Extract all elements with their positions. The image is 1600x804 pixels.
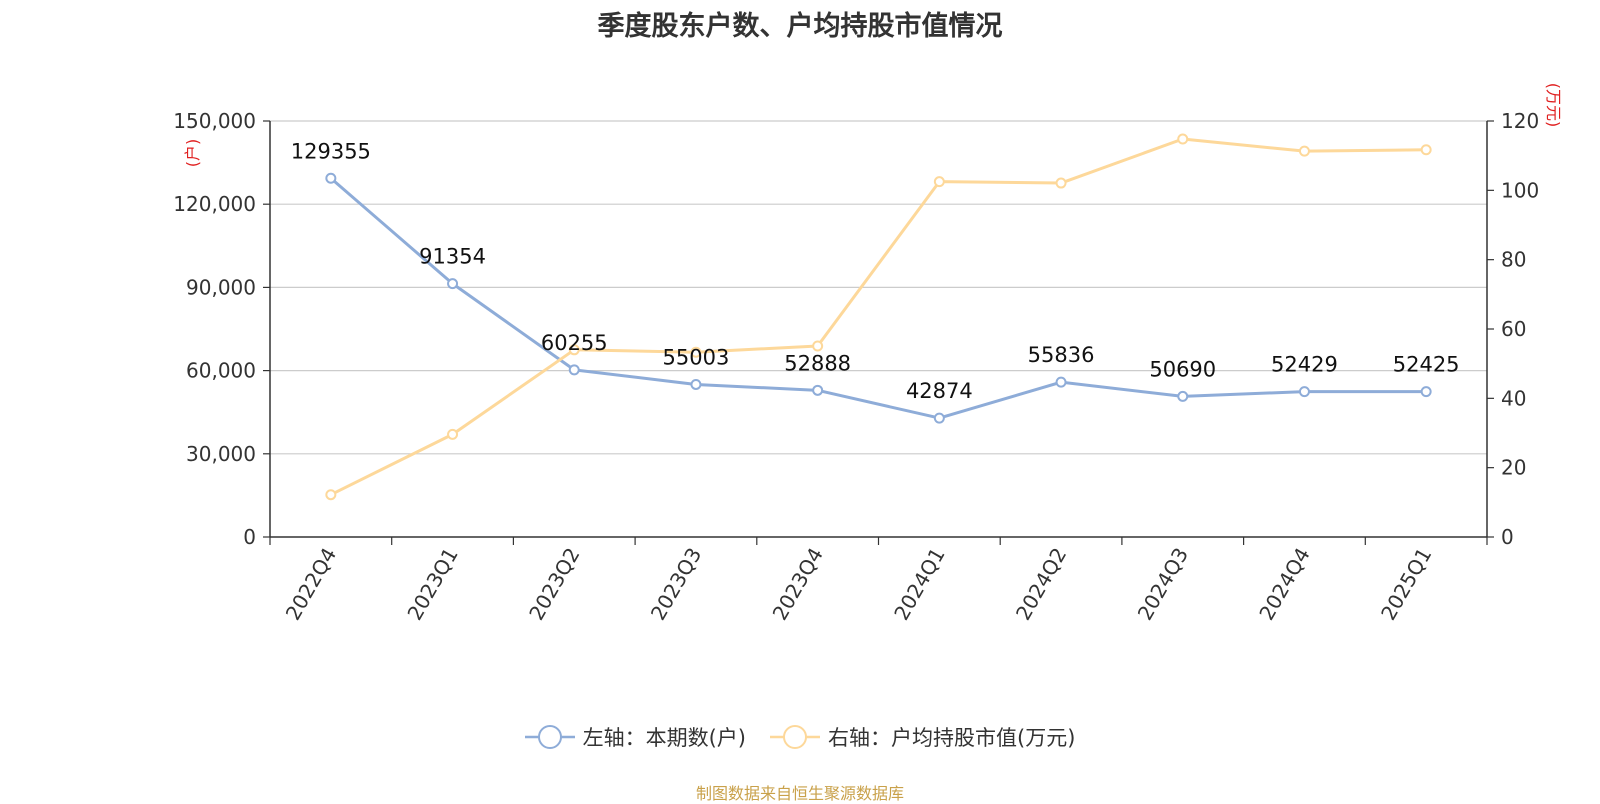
left-series-point	[933, 412, 945, 424]
left-axis-tick-label: 30,000	[186, 442, 256, 466]
left-series-point	[447, 278, 459, 290]
series-lines	[325, 133, 1432, 501]
data-label: 52425	[1393, 353, 1460, 377]
chart-title: 季度股东户数、户均持股市值情况	[597, 11, 1003, 42]
legend: 左轴：本期数(户) 右轴：户均持股市值(万元)	[0, 722, 1600, 752]
x-axis-category-label: 2023Q3	[646, 544, 706, 625]
data-label: 55003	[663, 345, 730, 369]
right-axis-tick-label: 60	[1501, 317, 1526, 341]
data-label: 60255	[541, 331, 608, 355]
x-axis-category-label: 2022Q4	[281, 544, 341, 625]
right-series-point	[447, 428, 459, 440]
left-axis-tick-label: 150,000	[173, 109, 256, 133]
left-series-point	[812, 384, 824, 396]
left-axis-tick-label: 60,000	[186, 359, 256, 383]
left-axis-unit-label: (户)	[183, 139, 202, 168]
x-axis-category-label: 2025Q1	[1376, 544, 1436, 625]
left-series-point	[568, 364, 580, 376]
left-series-point	[1298, 386, 1310, 398]
x-axis-category-label: 2023Q4	[768, 544, 828, 625]
left-axis-tick-label: 0	[243, 525, 256, 549]
left-series-point	[325, 172, 337, 184]
legend-label-left-series: 左轴：本期数(户)	[582, 726, 746, 750]
legend-item-right-series[interactable]: 右轴：户均持股市值(万元)	[770, 722, 1075, 752]
right-series-point	[1055, 177, 1067, 189]
left-axis-tick-label: 120,000	[173, 192, 256, 216]
data-label: 52429	[1271, 353, 1338, 377]
legend-blue-line-circle-icon	[524, 725, 575, 749]
left-series-line	[329, 177, 1427, 420]
source-note: 制图数据来自恒生聚源数据库	[695, 784, 904, 803]
right-axis-tick-label: 40	[1501, 386, 1526, 410]
x-axis-category-label: 2024Q4	[1254, 544, 1314, 625]
data-label: 42874	[906, 379, 973, 403]
left-series-point	[1055, 376, 1067, 388]
right-series-point	[1298, 145, 1310, 157]
legend-label-right-series: 右轴：户均持股市值(万元)	[828, 726, 1076, 750]
right-series-point	[1420, 144, 1432, 156]
right-series-point	[812, 340, 824, 352]
right-axis-tick-label: 80	[1501, 248, 1526, 272]
x-axis-category-label: 2023Q1	[402, 544, 462, 625]
legend-yellow-line-circle-icon	[770, 725, 820, 749]
left-series-point	[1420, 386, 1432, 398]
right-series-point	[325, 489, 337, 501]
left-series-point	[690, 378, 702, 390]
data-labels: 129355 91354 60255 55003 52888 42874 55836 5069…	[291, 139, 1460, 403]
right-axis-tick-label: 100	[1501, 178, 1539, 202]
x-axis-category-label: 2024Q3	[1133, 544, 1193, 625]
data-label: 91354	[419, 245, 486, 269]
right-axis-tick-label: 20	[1501, 456, 1526, 480]
x-axis-category-label: 2023Q2	[524, 544, 584, 625]
right-axis-unit-label: (万元)	[1544, 83, 1563, 128]
right-axis-tick-label: 120	[1501, 109, 1539, 133]
gridlines	[270, 120, 1487, 455]
x-axis-category-label: 2024Q1	[889, 544, 949, 625]
data-label: 129355	[291, 139, 371, 163]
x-axis-category-label: 2024Q2	[1011, 544, 1071, 625]
left-series-point	[1177, 390, 1189, 402]
data-label: 55836	[1028, 343, 1095, 367]
left-axis-tick-label: 90,000	[186, 275, 256, 299]
legend-item-left-series[interactable]: 左轴：本期数(户)	[524, 722, 746, 752]
data-label: 52888	[784, 351, 851, 375]
right-series-point	[1177, 133, 1189, 145]
right-axis-tick-label: 0	[1501, 525, 1514, 549]
axes: 0 30,000 60,000 90,000 120,000 150,000 0 20 40 60…	[173, 83, 1563, 624]
right-series-point	[933, 176, 945, 188]
right-series-point	[690, 346, 702, 358]
data-label: 50690	[1149, 357, 1216, 381]
right-series-point	[568, 344, 580, 356]
right-series-line	[330, 137, 1427, 497]
